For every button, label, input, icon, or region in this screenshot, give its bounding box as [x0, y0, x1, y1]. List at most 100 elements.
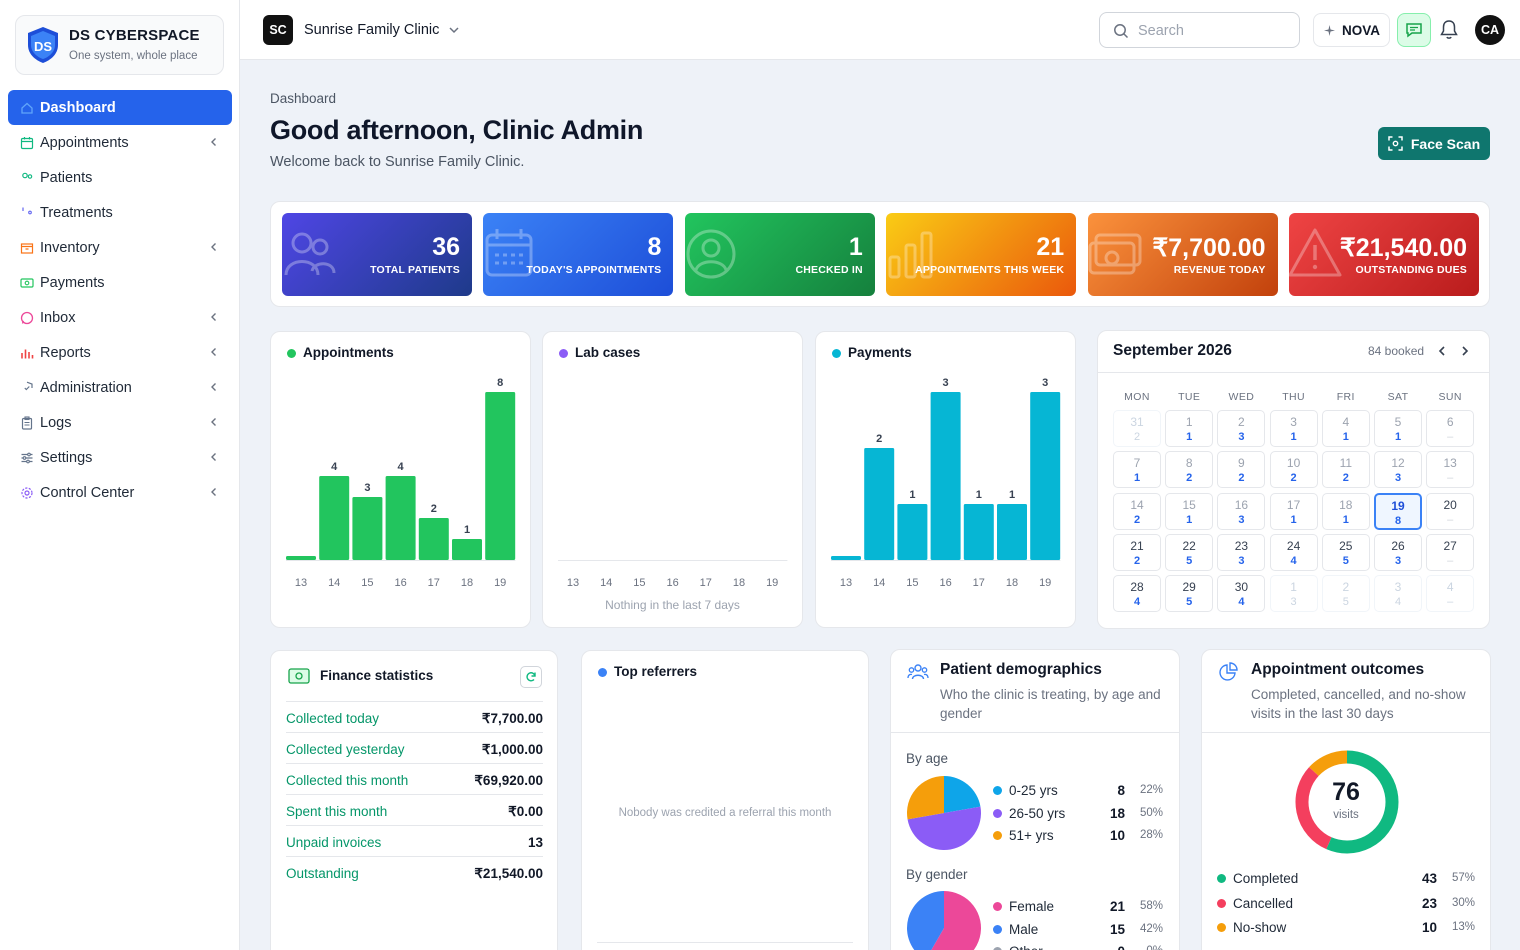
- chevron-left-icon[interactable]: [1435, 344, 1449, 358]
- calendar-day[interactable]: 24 4: [1269, 533, 1318, 571]
- calendar-day[interactable]: 14 2: [1113, 492, 1161, 530]
- calendar-day[interactable]: 28 4: [1113, 575, 1161, 613]
- calendar-day[interactable]: 31 2: [1113, 410, 1161, 447]
- calendar-day[interactable]: 13–: [1426, 451, 1475, 489]
- chart-bar[interactable]: [831, 556, 861, 560]
- chevron-down-icon[interactable]: [448, 24, 460, 36]
- chart-bar[interactable]: [963, 504, 994, 560]
- outcomes-donut-slice[interactable]: [1295, 767, 1332, 850]
- calendar-day[interactable]: 23 3: [1217, 533, 1266, 571]
- sidebar-item-inbox[interactable]: Inbox: [8, 300, 232, 335]
- calendar-day[interactable]: 16 3: [1217, 492, 1266, 530]
- finance-row-label[interactable]: Unpaid invoices: [286, 835, 382, 850]
- calendar-day[interactable]: 4–: [1426, 575, 1475, 613]
- chart-bar[interactable]: [385, 476, 416, 560]
- face-scan-button[interactable]: Face Scan: [1378, 127, 1490, 160]
- chart-bar[interactable]: [452, 539, 482, 560]
- gender-pie-slice[interactable]: [926, 891, 982, 950]
- age-pie-slice[interactable]: [944, 776, 981, 813]
- search-input[interactable]: [1138, 21, 1288, 41]
- brand-card[interactable]: DS DS CYBERSPACE One system, whole place: [15, 15, 224, 75]
- sidebar-item-patients[interactable]: Patients: [8, 160, 232, 195]
- age-pie-slice[interactable]: [907, 776, 944, 820]
- calendar-day[interactable]: 10 2: [1269, 451, 1318, 489]
- stat-card-revenue-today[interactable]: ₹7,700.00 REVENUE TODAY: [1087, 213, 1278, 296]
- refresh-button[interactable]: [520, 666, 542, 688]
- outcomes-donut-slice[interactable]: [1309, 750, 1348, 777]
- finance-row-label[interactable]: Collected yesterday: [286, 742, 405, 757]
- bell-icon[interactable]: [1439, 19, 1459, 41]
- gender-pie-slice[interactable]: [907, 891, 944, 950]
- chart-bar[interactable]: [930, 392, 961, 560]
- calendar-day[interactable]: 18 1: [1321, 492, 1370, 530]
- search-box[interactable]: [1099, 12, 1300, 48]
- sidebar-item-dashboard[interactable]: Dashboard: [8, 90, 232, 125]
- calendar-day[interactable]: 21 2: [1113, 533, 1161, 571]
- chart-bar[interactable]: [997, 504, 1027, 560]
- age-pie-slice[interactable]: [907, 806, 981, 850]
- calendar-day[interactable]: 11 2: [1321, 451, 1370, 489]
- sidebar-item-appointments[interactable]: Appointments: [8, 125, 232, 160]
- sidebar-item-administration[interactable]: Administration: [8, 370, 232, 405]
- calendar-day[interactable]: 26 3: [1374, 533, 1422, 571]
- chart-bar[interactable]: [1030, 392, 1061, 560]
- avatar[interactable]: CA: [1475, 15, 1505, 45]
- stat-card-total-patients[interactable]: 36 TOTAL PATIENTS: [282, 213, 472, 296]
- sidebar-item-settings[interactable]: Settings: [8, 440, 232, 475]
- calendar-day[interactable]: 27–: [1426, 533, 1475, 571]
- calendar-day-number: 25: [1339, 538, 1353, 553]
- calendar-day[interactable]: 6–: [1426, 410, 1475, 447]
- chart-bar[interactable]: [485, 392, 516, 560]
- calendar-day[interactable]: 22 5: [1165, 533, 1214, 571]
- sidebar-item-payments[interactable]: Payments: [8, 265, 232, 300]
- sidebar-item-logs[interactable]: Logs: [8, 405, 232, 440]
- clinic-switcher[interactable]: Sunrise Family Clinic: [304, 22, 440, 38]
- sidebar-item-treatments[interactable]: Treatments: [8, 195, 232, 230]
- legend-percent: 22%: [1139, 784, 1163, 796]
- chart-bar[interactable]: [286, 556, 316, 560]
- stat-card-today-s-appointments[interactable]: 8 TODAY'S APPOINTMENTS: [483, 213, 674, 296]
- stat-card-outstanding-dues[interactable]: ₹21,540.00 OUTSTANDING DUES: [1289, 213, 1479, 296]
- stat-label: TODAY'S APPOINTMENTS: [526, 264, 662, 276]
- stat-card-appointments-this-week[interactable]: 21 APPOINTMENTS THIS WEEK: [886, 213, 1077, 296]
- sidebar-item-control-center[interactable]: Control Center: [8, 475, 232, 510]
- finance-row-label[interactable]: Collected today: [286, 711, 380, 726]
- nova-button[interactable]: NOVA: [1313, 13, 1390, 47]
- chat-button[interactable]: [1397, 13, 1431, 47]
- calendar-day[interactable]: 17 1: [1269, 492, 1318, 530]
- clinic-badge[interactable]: SC: [263, 15, 293, 45]
- stat-card-checked-in[interactable]: 1 CHECKED IN: [684, 213, 875, 296]
- calendar-weekday: WED: [1228, 391, 1255, 403]
- finance-row-label[interactable]: Collected this month: [286, 773, 409, 788]
- sidebar-item-inventory[interactable]: Inventory: [8, 230, 232, 265]
- calendar-day[interactable]: 15 1: [1165, 492, 1214, 530]
- finance-row-label[interactable]: Spent this month: [286, 804, 388, 819]
- chart-bar[interactable]: [319, 476, 350, 560]
- calendar-day[interactable]: 25 5: [1321, 533, 1370, 571]
- finance-row-label[interactable]: Outstanding: [286, 866, 359, 881]
- chart-bar[interactable]: [897, 504, 928, 560]
- chart-bar[interactable]: [418, 518, 449, 560]
- chart-bar[interactable]: [352, 497, 383, 560]
- calendar-day[interactable]: 20–: [1426, 492, 1475, 530]
- calendar-day[interactable]: 19 8: [1374, 492, 1422, 530]
- sidebar-item-reports[interactable]: Reports: [8, 335, 232, 370]
- chart-bar[interactable]: [864, 448, 895, 560]
- outcomes-donut-slice[interactable]: [1326, 750, 1399, 854]
- finance-row-value: ₹21,540.00: [474, 866, 543, 881]
- calendar-day[interactable]: 29 5: [1165, 575, 1214, 613]
- calendar-day[interactable]: 30 4: [1217, 575, 1266, 613]
- chevron-right-icon[interactable]: [1458, 344, 1472, 358]
- calendar-day[interactable]: 12 3: [1374, 451, 1422, 489]
